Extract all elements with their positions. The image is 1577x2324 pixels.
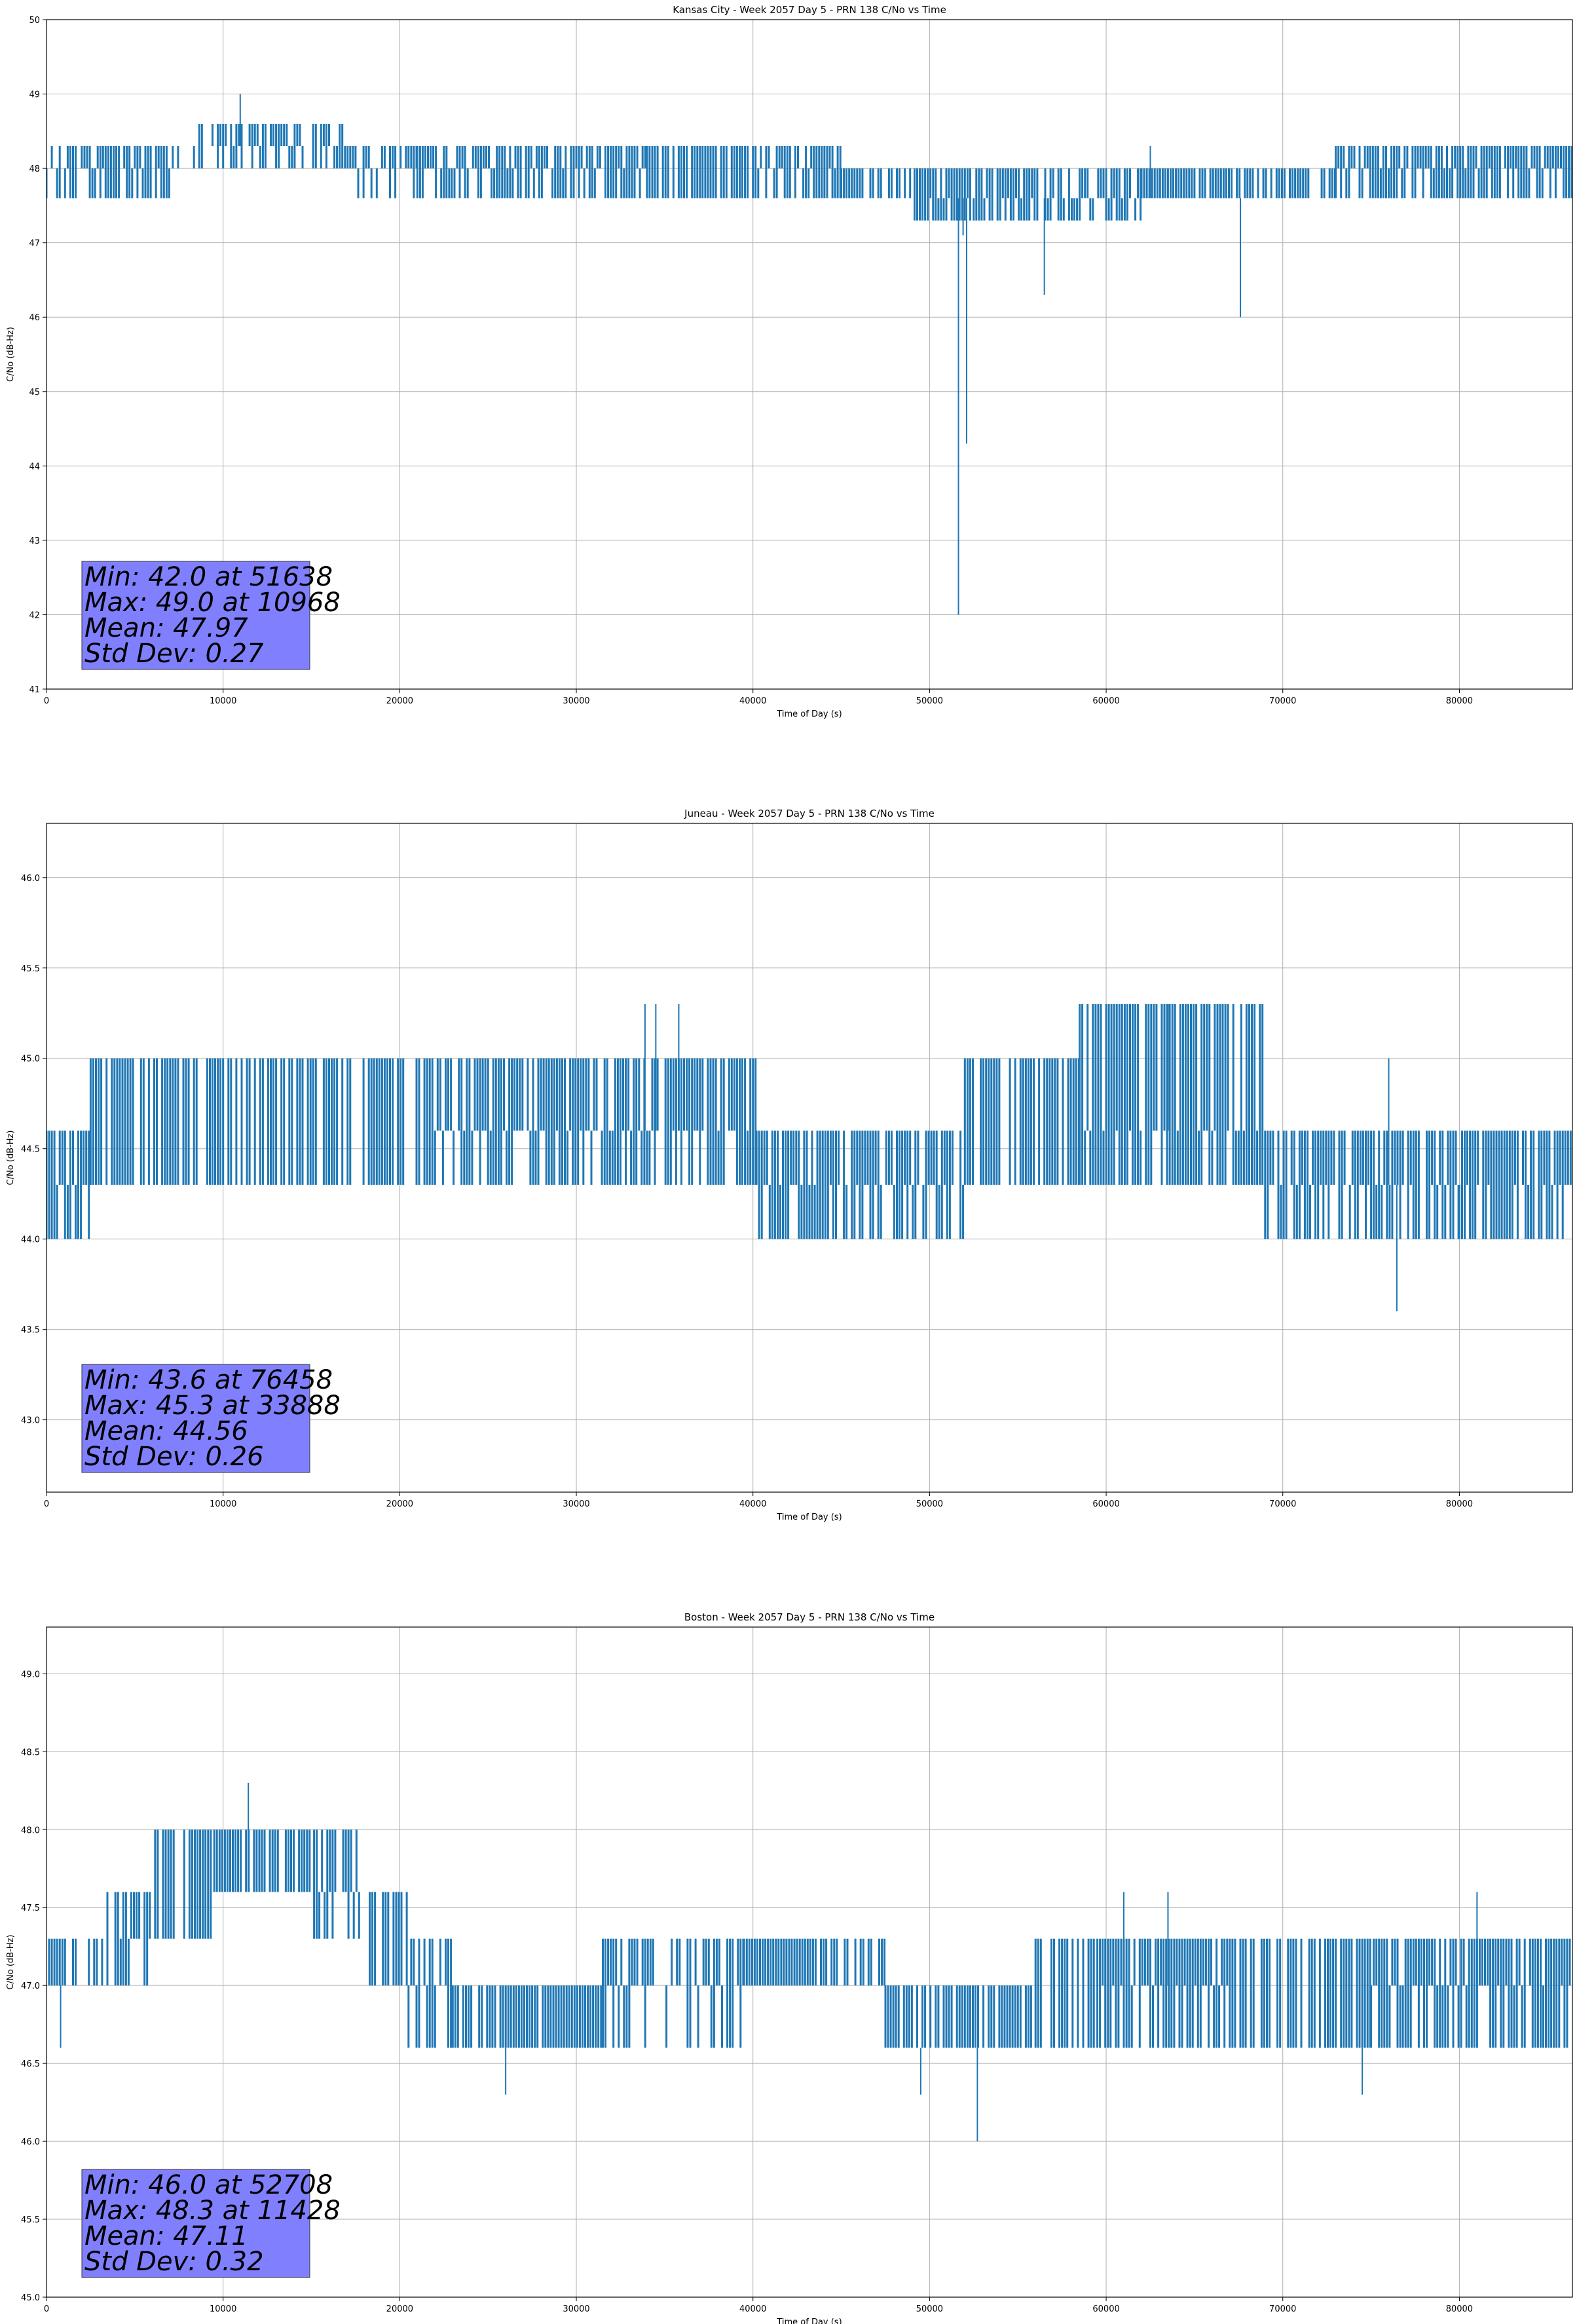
stats-line: Std Dev: 0.26 [84, 1442, 264, 1472]
stats-line: Std Dev: 0.27 [84, 639, 264, 669]
stats-box [81, 561, 310, 670]
x-tick-label: 50000 [916, 696, 943, 706]
x-tick-label: 30000 [563, 1499, 589, 1509]
y-axis-label: C/No (dB-Hz) [6, 1131, 16, 1186]
series-line [46, 94, 1572, 615]
y-tick-label: 43 [29, 536, 40, 546]
x-tick-label: 50000 [916, 2304, 943, 2314]
chart-panel-2: Boston - Week 2057 Day 5 - PRN 138 C/No … [6, 1611, 1573, 2324]
stats-line: Max: 48.3 at 11428 [84, 2196, 341, 2226]
chart-title: Juneau - Week 2057 Day 5 - PRN 138 C/No … [684, 808, 935, 819]
plot-frame [46, 19, 1573, 690]
x-tick-label: 40000 [739, 696, 766, 706]
plot-frame [46, 1626, 1573, 2298]
y-tick-label: 48.0 [21, 1826, 40, 1835]
y-tick-label: 49 [29, 90, 40, 100]
x-tick-label: 60000 [1092, 2304, 1119, 2314]
x-tick-label: 40000 [739, 2304, 766, 2314]
chart-panel-1: Juneau - Week 2057 Day 5 - PRN 138 C/No … [6, 808, 1573, 1522]
x-tick-label: 60000 [1092, 1499, 1119, 1509]
x-tick-label: 0 [44, 1499, 49, 1509]
x-tick-label: 20000 [386, 1499, 413, 1509]
stats-line: Min: 46.0 at 52708 [84, 2170, 333, 2200]
chart-panel-0: Kansas City - Week 2057 Day 5 - PRN 138 … [6, 4, 1573, 719]
x-tick-label: 70000 [1269, 696, 1296, 706]
stats-line: Mean: 47.11 [84, 2221, 248, 2251]
x-tick-label: 0 [44, 696, 49, 706]
y-tick-label: 45.0 [21, 2293, 40, 2303]
y-tick-label: 48.5 [21, 1748, 40, 1757]
y-tick-label: 47.0 [21, 1981, 40, 1991]
stats-box [81, 1364, 310, 1473]
y-tick-label: 46 [29, 313, 40, 323]
y-tick-label: 45.5 [21, 2215, 40, 2225]
stats-line: Max: 45.3 at 33888 [84, 1391, 341, 1421]
series-line [46, 1003, 1572, 1312]
y-tick-label: 43.5 [21, 1326, 40, 1336]
x-tick-label: 40000 [739, 1499, 766, 1509]
x-tick-label: 80000 [1446, 1499, 1473, 1509]
x-tick-label: 70000 [1269, 2304, 1296, 2314]
series-band [46, 1003, 1572, 1239]
stats-line: Min: 43.6 at 76458 [84, 1365, 333, 1395]
y-tick-label: 44.0 [21, 1235, 40, 1245]
y-tick-label: 46.0 [21, 874, 40, 884]
y-tick-label: 43.0 [21, 1416, 40, 1426]
stats-line: Min: 42.0 at 51638 [84, 562, 333, 592]
series-line [48, 1782, 1571, 2142]
y-tick-label: 47.5 [21, 1903, 40, 1913]
stats-line: Mean: 47.97 [84, 613, 248, 643]
x-tick-label: 80000 [1446, 2304, 1473, 2314]
y-tick-label: 45.0 [21, 1055, 40, 1064]
x-tick-label: 10000 [210, 696, 236, 706]
y-tick-label: 48 [29, 164, 40, 174]
chart-title: Kansas City - Week 2057 Day 5 - PRN 138 … [673, 4, 946, 16]
x-axis-label: Time of Day (s) [776, 2317, 842, 2324]
y-axis-label: C/No (dB-Hz) [6, 327, 16, 382]
stats-line: Max: 49.0 at 10968 [84, 588, 341, 618]
x-axis-label: Time of Day (s) [776, 1512, 842, 1522]
stats-line: Std Dev: 0.32 [84, 2247, 264, 2277]
x-tick-label: 20000 [386, 696, 413, 706]
y-tick-label: 45 [29, 388, 40, 398]
y-tick-label: 46.0 [21, 2137, 40, 2147]
plot-frame [46, 823, 1573, 1493]
x-tick-label: 30000 [563, 696, 589, 706]
series-band [48, 1829, 1571, 2048]
y-axis-label: C/No (dB-Hz) [6, 1935, 16, 1990]
y-tick-label: 47 [29, 239, 40, 249]
y-tick-label: 45.5 [21, 964, 40, 974]
x-tick-label: 30000 [563, 2304, 589, 2314]
x-tick-label: 10000 [210, 1499, 236, 1509]
x-tick-label: 0 [44, 2304, 49, 2314]
x-axis-label: Time of Day (s) [776, 709, 842, 719]
x-tick-label: 60000 [1092, 696, 1119, 706]
series-band [46, 124, 1572, 221]
y-tick-label: 50 [29, 16, 40, 26]
stats-line: Mean: 44.56 [84, 1416, 248, 1446]
x-tick-label: 20000 [386, 2304, 413, 2314]
y-tick-label: 44 [29, 462, 40, 472]
y-tick-label: 42 [29, 610, 40, 620]
stats-box [81, 2169, 310, 2278]
y-tick-label: 46.5 [21, 2059, 40, 2069]
x-tick-label: 80000 [1446, 696, 1473, 706]
y-tick-label: 49.0 [21, 1670, 40, 1679]
x-tick-label: 50000 [916, 1499, 943, 1509]
x-tick-label: 10000 [210, 2304, 236, 2314]
chart-title: Boston - Week 2057 Day 5 - PRN 138 C/No … [684, 1611, 935, 1623]
x-tick-label: 70000 [1269, 1499, 1296, 1509]
y-tick-label: 44.5 [21, 1145, 40, 1155]
y-tick-label: 41 [29, 685, 40, 695]
